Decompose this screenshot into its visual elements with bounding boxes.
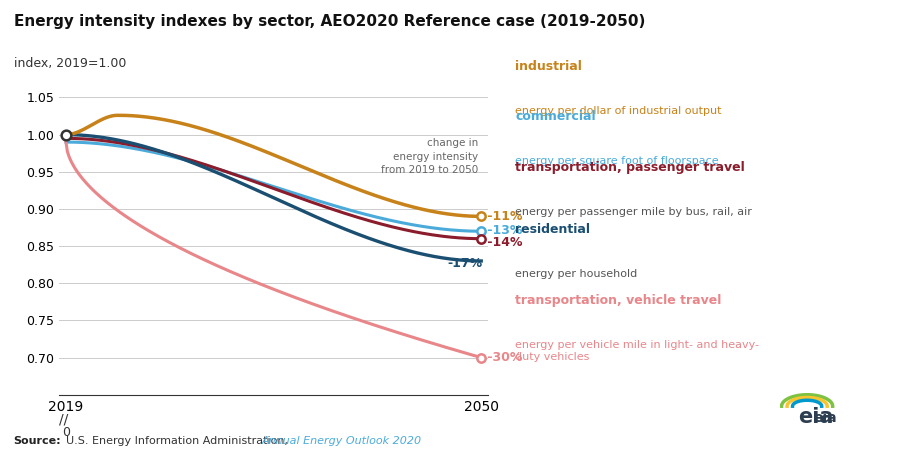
Text: Energy intensity indexes by sector, AEO2020 Reference case (2019-2050): Energy intensity indexes by sector, AEO2… [14, 14, 644, 29]
Text: -30%: -30% [483, 351, 522, 364]
Text: U.S. Energy Information Administration,: U.S. Energy Information Administration, [66, 436, 291, 446]
Text: commercial: commercial [515, 110, 595, 123]
Text: energy per vehicle mile in light- and heavy-
duty vehicles: energy per vehicle mile in light- and he… [515, 340, 759, 362]
Text: industrial: industrial [515, 60, 581, 73]
Text: -13%: -13% [483, 224, 522, 237]
Text: transportation, passenger travel: transportation, passenger travel [515, 161, 744, 174]
Text: energy per dollar of industrial output: energy per dollar of industrial output [515, 106, 721, 116]
Text: energy per household: energy per household [515, 269, 637, 279]
Text: energy per square foot of floorspace: energy per square foot of floorspace [515, 156, 718, 166]
Text: 0: 0 [62, 426, 70, 439]
Text: //: // [59, 413, 68, 427]
Text: -17%: -17% [447, 257, 482, 270]
Text: transportation, vehicle travel: transportation, vehicle travel [515, 294, 721, 307]
Text: Source:: Source: [14, 436, 61, 446]
Text: energy per passenger mile by bus, rail, air: energy per passenger mile by bus, rail, … [515, 207, 752, 217]
Text: eia: eia [798, 407, 833, 427]
Text: -11%: -11% [483, 210, 522, 223]
Text: eia: eia [813, 410, 836, 425]
Text: change in
energy intensity
from 2019 to 2050: change in energy intensity from 2019 to … [381, 138, 478, 175]
Text: Annual Energy Outlook 2020: Annual Energy Outlook 2020 [261, 436, 422, 446]
Text: -14%: -14% [483, 236, 522, 249]
Text: residential: residential [515, 223, 589, 235]
Text: index, 2019=1.00: index, 2019=1.00 [14, 57, 126, 70]
